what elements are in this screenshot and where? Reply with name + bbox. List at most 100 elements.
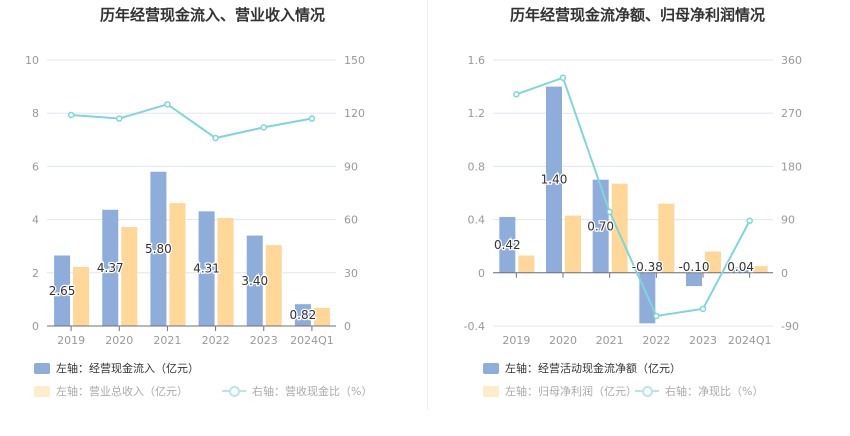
bar-data-label: -0.38 — [632, 260, 663, 274]
bar-2 — [265, 245, 282, 326]
legend-item-bar1[interactable]: 左轴：经营现金流入（亿元） — [34, 360, 199, 376]
legend-label: 左轴：经营活动现金流净额（亿元） — [505, 362, 681, 375]
x-tick-label: 2024Q1 — [728, 334, 772, 347]
right-tick-label: 180 — [781, 160, 802, 173]
bar-2 — [611, 183, 628, 273]
chart-panel-cash-inflow: 历年经营现金流入、营业收入情况 0 0 2 30 4 60 6 90 8 120 10 150 2019… — [25, 6, 372, 399]
legend-swatch — [34, 362, 50, 374]
legend-item-line[interactable]: 右轴：营收现金比（%） — [222, 383, 372, 399]
legend-item-bar1[interactable]: 左轴：经营活动现金流净额（亿元） — [483, 360, 681, 376]
right-tick-label: 90 — [781, 214, 795, 227]
x-tick-label: 2020 — [549, 334, 577, 347]
bar-2 — [73, 266, 90, 326]
bar-data-label: 4.37 — [97, 261, 124, 275]
left-tick-label: 4 — [32, 214, 39, 227]
bar-data-label: 0.82 — [290, 308, 317, 322]
bar-1 — [102, 209, 119, 326]
left-tick-label: 0 — [478, 267, 485, 280]
bar-data-label: -0.10 — [678, 260, 709, 274]
left-tick-label: 8 — [32, 107, 39, 120]
line-point — [212, 134, 219, 142]
left-tick-label: 6 — [32, 160, 39, 173]
left-tick-label: 2 — [32, 267, 39, 280]
line-point — [606, 208, 613, 216]
bar-1 — [150, 171, 167, 326]
line-point — [67, 111, 75, 119]
bar-data-label: 1.40 — [541, 173, 568, 187]
x-tick-label: 2023 — [689, 334, 717, 347]
x-tick-label: 2020 — [105, 334, 133, 347]
divider — [427, 0, 428, 410]
legend-label: 右轴：营收现金比（%） — [252, 385, 373, 398]
line-point — [260, 124, 267, 131]
bar-2 — [121, 227, 138, 326]
x-tick-label: 2022 — [202, 334, 230, 347]
bar-1 — [294, 304, 311, 326]
line-point — [164, 101, 171, 108]
bar-2 — [658, 203, 675, 273]
line-point — [559, 74, 567, 81]
x-tick-label: 2024Q1 — [290, 334, 334, 347]
left-tick-label: -0.4 — [464, 320, 485, 333]
line-series — [71, 103, 313, 140]
line-point — [116, 115, 123, 122]
line-point — [746, 217, 753, 225]
bar-2 — [313, 307, 330, 326]
right-tick-label: 0 — [781, 267, 788, 280]
bar-1 — [686, 272, 702, 287]
left-tick-label: 0 — [32, 320, 39, 333]
line-legend-icon — [635, 385, 659, 397]
left-tick-label: 0.4 — [468, 214, 486, 227]
legend-label: 左轴：营业总收入（亿元） — [56, 385, 188, 398]
bar-1 — [54, 255, 71, 326]
bar-2 — [565, 215, 581, 273]
line-point — [308, 115, 316, 122]
x-tick-label: 2021 — [596, 334, 624, 347]
x-tick-label: 2021 — [153, 334, 181, 347]
bar-2 — [705, 251, 721, 273]
legend-item-bar2[interactable]: 左轴：营业总收入（亿元） — [34, 383, 188, 399]
bar-data-label: 0.70 — [587, 219, 614, 233]
left-tick-label: 1.6 — [468, 54, 486, 67]
line-series — [515, 76, 751, 318]
left-tick-label: 0.8 — [468, 160, 486, 173]
bar-1 — [546, 86, 562, 273]
bar-data-label: 0.42 — [494, 238, 521, 252]
bar-1 — [198, 211, 215, 326]
right-tick-label: 150 — [344, 54, 365, 67]
line-point — [699, 305, 707, 313]
legend-item-bar2[interactable]: 左轴：归母净利润（亿元） — [483, 383, 637, 399]
right-tick-label: -90 — [781, 320, 799, 333]
legend-item-line[interactable]: 右轴：净现比（%） — [635, 383, 763, 399]
legend-swatch — [34, 385, 50, 397]
legend-label: 左轴：归母净利润（亿元） — [505, 385, 637, 398]
left-tick-label: 1.2 — [468, 107, 486, 120]
bar-2 — [169, 203, 186, 326]
x-tick-label: 2019 — [502, 334, 530, 347]
legend-swatch — [483, 385, 499, 397]
line-legend-icon — [222, 385, 246, 397]
right-tick-label: 270 — [781, 107, 802, 120]
bar-1 — [732, 267, 749, 273]
bar-2 — [751, 266, 768, 273]
legend-label: 左轴：经营现金流入（亿元） — [56, 362, 199, 375]
chart-panel-net-cash: 历年经营现金流净额、归母净利润情况 -0.4 -90 0 0 0.4 90 0.8 180 1.… — [425, 0, 850, 436]
right-tick-label: 0 — [344, 320, 351, 333]
right-tick-label: 90 — [344, 160, 358, 173]
bar-data-label: 0.04 — [727, 260, 754, 274]
right-tick-label: 30 — [344, 267, 358, 280]
bar-2 — [518, 255, 535, 273]
bar-data-label: 5.80 — [145, 242, 172, 256]
chart-title: 历年经营现金流净额、归母净利润情况 — [509, 6, 765, 24]
chart-title: 历年经营现金流入、营业收入情况 — [99, 6, 325, 24]
bar-data-label: 4.31 — [193, 262, 220, 276]
right-tick-label: 120 — [344, 107, 365, 120]
bar-data-label: 3.40 — [241, 274, 268, 288]
line-point — [513, 91, 520, 98]
chart-svg: 0 0 2 30 4 60 6 90 8 120 10 150 2019 2020 2021 2022 2023… — [25, 54, 365, 347]
line-point — [653, 312, 660, 320]
bar-data-label: 2.65 — [49, 284, 76, 298]
left-tick-label: 10 — [25, 54, 39, 67]
right-tick-label: 60 — [344, 214, 358, 227]
